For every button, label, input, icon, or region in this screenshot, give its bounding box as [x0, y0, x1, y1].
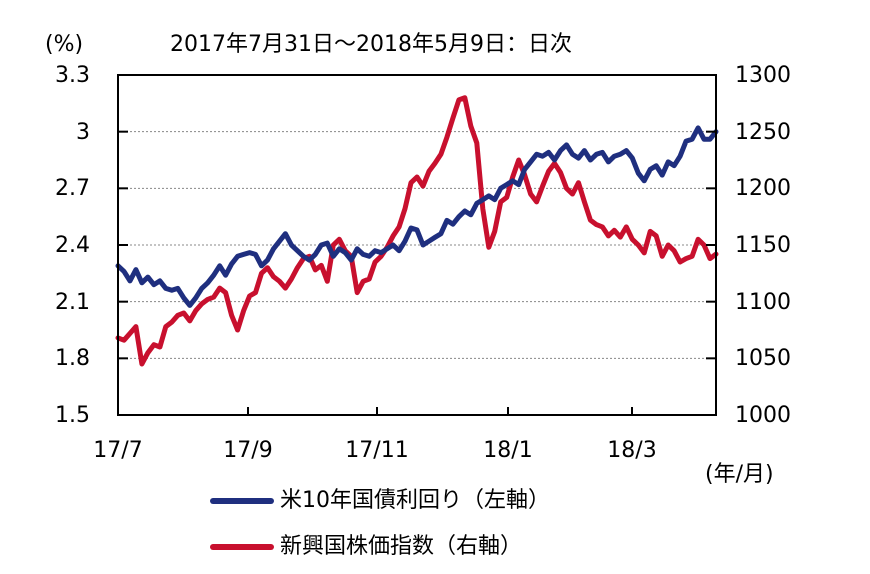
left-tick-label: 3: [76, 120, 90, 145]
chart-title: 2017年7月31日～2018年5月9日：日次: [170, 32, 572, 57]
left-tick-label: 2.4: [55, 233, 90, 258]
x-tick-label: 18/1: [483, 438, 533, 463]
left-axis-unit: (%): [45, 32, 84, 57]
x-tick-label: 18/3: [607, 438, 657, 463]
right-tick-label: 1200: [735, 176, 791, 201]
right-tick-label: 1000: [735, 403, 791, 428]
em-stock-index-line: [115, 95, 719, 367]
series-lines: [115, 95, 719, 367]
left-tick-label: 1.5: [55, 403, 90, 428]
legend-swatch-blue: [210, 498, 274, 504]
right-tick-label: 1150: [735, 233, 791, 258]
x-tick-label: 17/11: [345, 438, 409, 463]
x-axis-unit: (年/月): [705, 462, 774, 487]
axis-ticks: [118, 130, 716, 415]
gridlines: [118, 131, 716, 359]
us-10y-yield-line: [115, 125, 719, 308]
left-tick-label: 3.3: [55, 63, 90, 88]
x-tick-label: 17/9: [223, 438, 273, 463]
legend-item-em-stock-index: 新興国株価指数（右軸）: [210, 532, 522, 562]
legend-label: 新興国株価指数（右軸）: [280, 534, 523, 559]
right-tick-label: 1050: [735, 346, 791, 371]
legend-swatch-red: [210, 544, 274, 550]
left-tick-label: 2.7: [55, 176, 90, 201]
legend-label: 米10年国債利回り（左軸）: [280, 488, 550, 513]
right-tick-label: 1300: [735, 63, 791, 88]
legend-item-us-10y-yield: 米10年国債利回り（左軸）: [210, 486, 550, 516]
right-tick-label: 1250: [735, 120, 791, 145]
left-tick-label: 2.1: [55, 290, 90, 315]
right-tick-label: 1100: [735, 290, 791, 315]
left-tick-label: 1.8: [55, 346, 90, 371]
x-tick-label: 17/7: [93, 438, 143, 463]
